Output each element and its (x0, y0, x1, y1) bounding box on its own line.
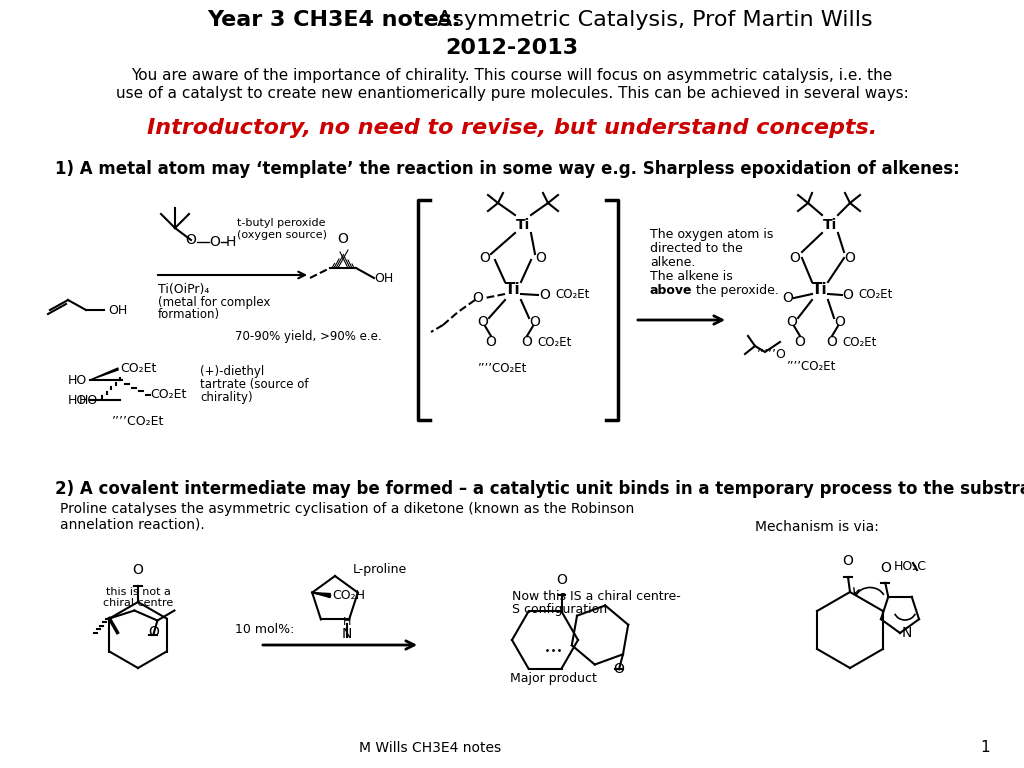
Text: Ti: Ti (812, 283, 827, 297)
Text: Ti(OiPr)₄: Ti(OiPr)₄ (158, 283, 209, 296)
Text: O: O (479, 251, 490, 265)
Text: HO: HO (68, 373, 87, 386)
Text: 1) A metal atom may ‘template’ the reaction in some way e.g. Sharpless epoxidati: 1) A metal atom may ‘template’ the react… (55, 160, 959, 178)
Text: O: O (536, 251, 547, 265)
Text: 2) A covalent intermediate may be formed – a catalytic unit binds in a temporary: 2) A covalent intermediate may be formed… (55, 480, 1024, 498)
Text: HO: HO (68, 393, 87, 406)
Polygon shape (312, 593, 330, 598)
Text: L-proline: L-proline (353, 564, 408, 577)
Text: O: O (185, 233, 197, 247)
Text: Mechanism is via:: Mechanism is via: (755, 520, 879, 534)
Text: O: O (556, 574, 567, 588)
Text: N: N (342, 627, 352, 641)
Text: 10 mol%:: 10 mol%: (234, 623, 294, 636)
Text: annelation reaction).: annelation reaction). (60, 517, 205, 531)
Text: alkene.: alkene. (650, 256, 695, 269)
Text: Major product: Major product (510, 672, 597, 685)
Text: O: O (132, 563, 143, 577)
Text: Ti: Ti (516, 218, 530, 232)
Text: O: O (826, 335, 838, 349)
Text: O: O (795, 335, 806, 349)
Text: S configuration: S configuration (512, 603, 607, 616)
Text: CO₂H: CO₂H (332, 589, 366, 602)
Text: CO₂Et: CO₂Et (150, 389, 186, 402)
Text: O: O (835, 315, 846, 329)
Text: O: O (477, 315, 488, 329)
Text: O: O (210, 235, 220, 249)
Text: O: O (338, 232, 348, 246)
Text: ’’’’CO₂Et: ’’’’CO₂Et (478, 362, 527, 375)
Text: HO₂C: HO₂C (894, 560, 927, 573)
Text: Now this IS a chiral centre-: Now this IS a chiral centre- (512, 590, 681, 603)
Text: You are aware of the importance of chirality. This course will focus on asymmetr: You are aware of the importance of chira… (131, 68, 893, 83)
Text: tartrate (source of: tartrate (source of (200, 378, 308, 391)
Text: Introductory, no need to revise, but understand concepts.: Introductory, no need to revise, but und… (146, 118, 878, 138)
Text: chirality): chirality) (200, 391, 253, 404)
Text: (oxygen source): (oxygen source) (237, 230, 327, 240)
Text: O: O (540, 288, 551, 302)
Text: O: O (843, 554, 853, 568)
Text: (metal for complex: (metal for complex (158, 296, 270, 309)
Text: use of a catalyst to create new enantiomerically pure molecules. This can be ach: use of a catalyst to create new enantiom… (116, 86, 908, 101)
Text: CO₂Et: CO₂Et (842, 336, 877, 349)
Text: O: O (148, 624, 159, 638)
Text: ’’’’CO₂Et: ’’’’CO₂Et (112, 415, 165, 428)
Text: Asymmetric Catalysis, Prof Martin Wills: Asymmetric Catalysis, Prof Martin Wills (430, 10, 872, 30)
Text: t-butyl peroxide: t-butyl peroxide (237, 218, 326, 228)
Text: O: O (790, 251, 801, 265)
Text: The oxygen atom is: The oxygen atom is (650, 228, 773, 241)
Text: OH: OH (108, 303, 127, 316)
Text: O: O (782, 291, 794, 305)
Text: O: O (613, 662, 625, 677)
Text: CO₂Et: CO₂Et (858, 289, 892, 302)
Text: 70-90% yield, >90% e.e.: 70-90% yield, >90% e.e. (234, 330, 382, 343)
Text: H: H (226, 235, 237, 249)
Polygon shape (90, 368, 118, 380)
Text: O: O (786, 315, 798, 329)
Text: Proline catalyses the asymmetric cyclisation of a diketone (known as the Robinso: Proline catalyses the asymmetric cyclisa… (60, 502, 634, 516)
Text: O: O (845, 251, 855, 265)
Text: ’’’’CO₂Et: ’’’’CO₂Et (787, 360, 837, 373)
Text: Ti: Ti (505, 283, 521, 297)
Text: O: O (880, 561, 891, 574)
Text: chiral centre: chiral centre (102, 598, 173, 608)
Text: 2012-2013: 2012-2013 (445, 38, 579, 58)
Text: the peroxide.: the peroxide. (692, 284, 779, 297)
Text: CO₂Et: CO₂Et (120, 362, 157, 376)
Text: O: O (521, 335, 532, 349)
Text: O: O (843, 288, 853, 302)
Text: 1: 1 (980, 740, 990, 755)
Text: above: above (650, 284, 692, 297)
Text: H: H (343, 617, 351, 627)
Text: formation): formation) (158, 308, 220, 321)
Text: Year 3 CH3E4 notes:: Year 3 CH3E4 notes: (207, 10, 461, 30)
Text: this is not a: this is not a (105, 587, 170, 597)
Text: The alkene is: The alkene is (650, 270, 733, 283)
Text: OH: OH (374, 272, 393, 284)
Text: directed to the: directed to the (650, 242, 742, 255)
Text: N: N (902, 626, 912, 640)
Text: ’’’’’O: ’’’’’O (757, 348, 786, 361)
Text: HO: HO (79, 393, 98, 406)
Text: O: O (485, 335, 497, 349)
Text: Ti: Ti (823, 218, 838, 232)
Text: O: O (529, 315, 541, 329)
Text: CO₂Et: CO₂Et (537, 336, 571, 349)
Text: O: O (472, 291, 483, 305)
Text: M Wills CH3E4 notes: M Wills CH3E4 notes (359, 741, 501, 755)
Text: (+)-diethyl: (+)-diethyl (200, 365, 264, 378)
Text: CO₂Et: CO₂Et (555, 289, 590, 302)
